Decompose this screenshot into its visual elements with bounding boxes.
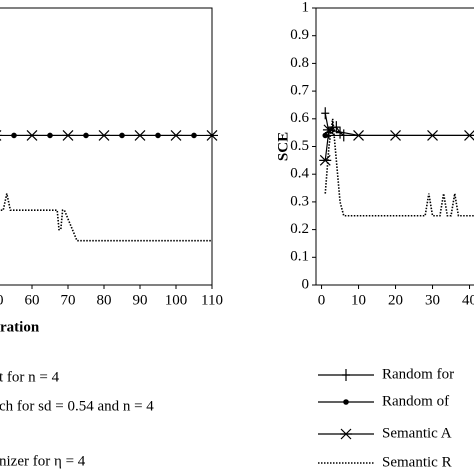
marker-asterisk (352, 129, 365, 141)
x-axis-label: ration (0, 319, 40, 335)
x-tick-label: 70 (61, 292, 76, 308)
marker-dot (155, 132, 161, 139)
marker-dot (83, 132, 89, 139)
marker-dot (119, 132, 125, 139)
marker-plus (321, 107, 330, 120)
y-tick-label: 0.5 (290, 138, 309, 154)
y-tick-label: 0.8 (290, 55, 309, 71)
marker-asterisk (463, 129, 474, 141)
y-tick-label: 0.9 (290, 27, 309, 43)
x-tick-label: 60 (25, 292, 40, 308)
legend-label: Random for (382, 366, 454, 382)
marker-dot (191, 132, 197, 139)
x-tick-label: 90 (133, 292, 148, 308)
marker-dot (11, 132, 17, 139)
marker-asterisk (206, 129, 218, 141)
marker-asterisk (426, 129, 439, 141)
legend-marker (343, 399, 349, 405)
legend-label: nizer for η = 4 (0, 453, 86, 469)
y-tick-label: 0.7 (290, 83, 309, 99)
legend-label: ch for sd = 0.54 and n = 4 (0, 398, 154, 414)
y-tick-label: 0 (302, 276, 310, 292)
x-tick-label: 100 (165, 292, 188, 308)
plot-frame (0, 7, 213, 286)
x-tick-label: 40 (462, 292, 474, 308)
y-tick-label: 0.2 (290, 221, 309, 237)
x-tick-label: 80 (97, 292, 112, 308)
plot-frame (315, 7, 474, 286)
legend-label: Random of (382, 393, 449, 409)
y-tick-label: 0.6 (290, 110, 309, 126)
x-tick-label: 10 (351, 292, 366, 308)
legend-label: t for n = 4 (0, 369, 60, 385)
y-tick-label: 1 (302, 0, 310, 15)
marker-dot (47, 132, 53, 139)
legend-marker (340, 428, 352, 440)
legend-marker (342, 369, 350, 381)
series-line (324, 129, 470, 161)
y-axis-label: SCE (275, 132, 291, 161)
series-line (324, 118, 474, 217)
legend-label: Semantic A (382, 425, 452, 441)
x-tick-label: 20 (388, 292, 403, 308)
marker-asterisk (0, 129, 2, 141)
marker-asterisk (389, 129, 402, 141)
series-line (0, 193, 212, 242)
x-tick-label: 110 (201, 292, 223, 308)
legend-label: Semantic R (382, 454, 452, 470)
y-tick-label: 0.3 (290, 193, 309, 209)
x-tick-label: 30 (425, 292, 440, 308)
y-tick-label: 0.4 (290, 166, 309, 182)
x-tick-label: 50 (0, 292, 4, 308)
x-tick-label: 0 (318, 292, 326, 308)
y-tick-label: 0.1 (290, 249, 309, 265)
